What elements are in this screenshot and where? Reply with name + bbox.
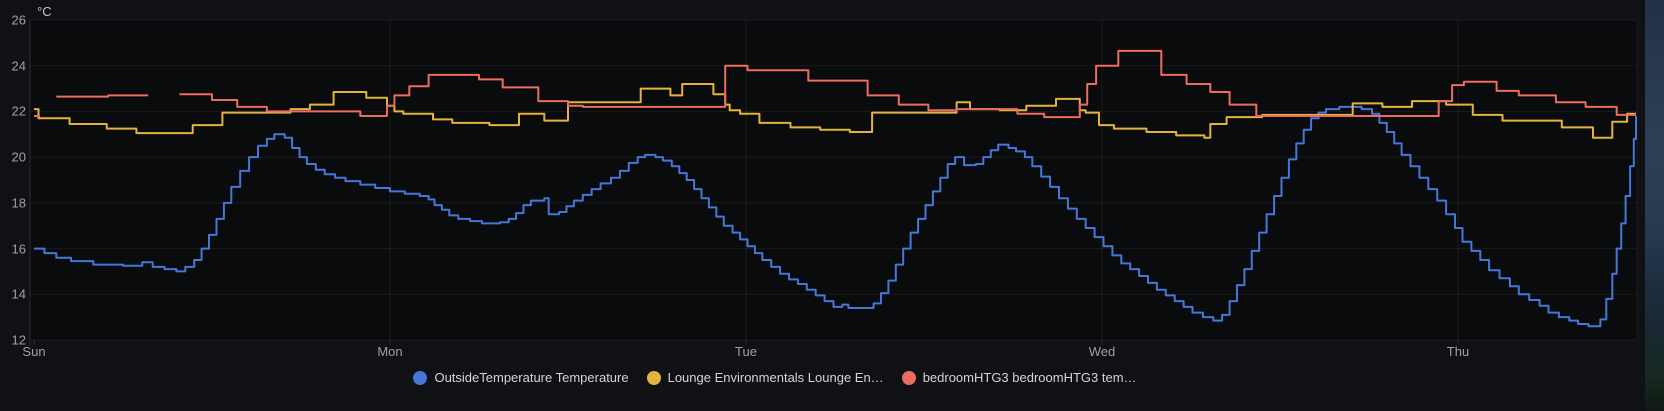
- legend-label: OutsideTemperature Temperature: [434, 370, 629, 385]
- y-axis-tick-label: 22: [11, 103, 26, 119]
- series-line: [34, 105, 1637, 328]
- series-color-dot-icon: [901, 370, 916, 385]
- series-line: [34, 83, 1636, 139]
- x-axis-tick-label: Sun: [22, 344, 46, 359]
- desktop-wallpaper-strip: [1645, 0, 1664, 411]
- y-axis-tick-label: 14: [11, 286, 26, 302]
- legend-label: bedroomHTG3 bedroomHTG3 tem…: [922, 370, 1137, 385]
- series-color-dot-icon: [413, 370, 428, 385]
- y-axis-tick-label: 18: [11, 195, 26, 211]
- series-line: [34, 49, 1636, 119]
- x-axis-tick-label: Wed: [1088, 344, 1116, 359]
- y-axis-tick-label: 26: [11, 12, 26, 28]
- legend-item-bedroom-htg3[interactable]: bedroomHTG3 bedroomHTG3 tem…: [901, 370, 1137, 385]
- legend-label: Lounge Environmentals Lounge En…: [667, 370, 884, 385]
- legend: OutsideTemperature Temperature Lounge En…: [0, 370, 1550, 385]
- y-axis-unit-label: °C: [37, 4, 52, 19]
- legend-item-lounge-environmentals[interactable]: Lounge Environmentals Lounge En…: [646, 370, 884, 385]
- series-color-dot-icon: [646, 370, 661, 385]
- legend-item-outside-temperature[interactable]: OutsideTemperature Temperature: [413, 370, 629, 385]
- y-axis-tick-label: 24: [11, 58, 26, 74]
- x-axis-tick-label: Tue: [735, 344, 757, 359]
- y-axis-tick-label: 16: [11, 241, 26, 257]
- x-axis-tick-label: Mon: [377, 344, 403, 359]
- plot-area-background: [30, 20, 1637, 340]
- y-axis-tick-label: 20: [11, 149, 26, 165]
- y-axis-tick-label: 12: [11, 332, 26, 348]
- x-axis-tick-label: Thu: [1446, 344, 1470, 359]
